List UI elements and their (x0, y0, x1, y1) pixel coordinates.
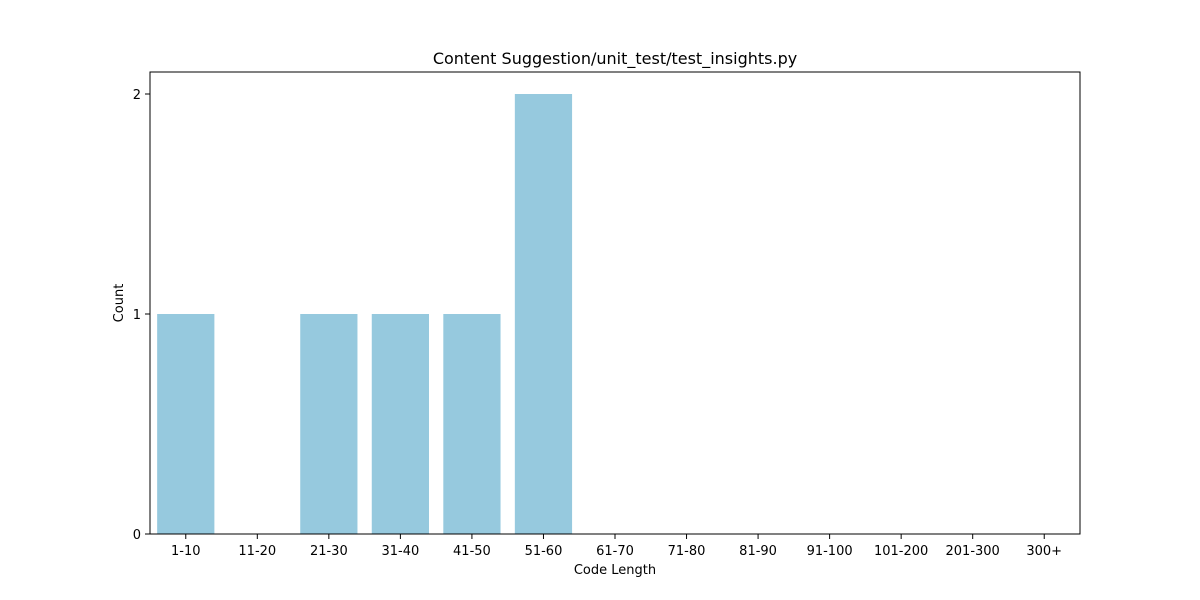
x-tick-label: 21-30 (310, 544, 348, 559)
bar-1-10 (157, 314, 215, 534)
bars-layer (157, 94, 573, 534)
y-tick-label: 1 (133, 308, 141, 323)
chart-title: Content Suggestion/unit_test/test_insigh… (433, 49, 797, 69)
y-axis-label: Count (112, 284, 127, 323)
bar-21-30 (300, 314, 358, 534)
y-tick-label: 2 (133, 88, 141, 103)
x-tick-label: 31-40 (381, 544, 419, 559)
x-tick-label: 51-60 (525, 544, 563, 559)
y-axis: 0 1 2 (133, 88, 150, 543)
x-tick-label: 201-300 (946, 544, 1000, 559)
x-tick-label: 1-10 (171, 544, 201, 559)
x-tick-label: 101-200 (874, 544, 928, 559)
bar-51-60 (514, 94, 573, 534)
x-tick-label: 41-50 (453, 544, 491, 559)
x-axis: 1-10 11-20 21-30 31-40 41-50 51-60 61-70 71-80 8… (171, 534, 1062, 559)
y-tick-label: 0 (133, 528, 141, 543)
x-tick-label: 71-80 (668, 544, 706, 559)
x-tick-label: 81-90 (739, 544, 777, 559)
x-tick-label: 300+ (1026, 544, 1062, 559)
x-tick-label: 91-100 (807, 544, 853, 559)
x-tick-label: 61-70 (596, 544, 634, 559)
plot-frame (149, 71, 1081, 535)
x-tick-label: 11-20 (238, 544, 276, 559)
bar-31-40 (371, 314, 429, 534)
bar-41-50 (443, 314, 501, 534)
x-axis-label: Code Length (574, 563, 656, 578)
